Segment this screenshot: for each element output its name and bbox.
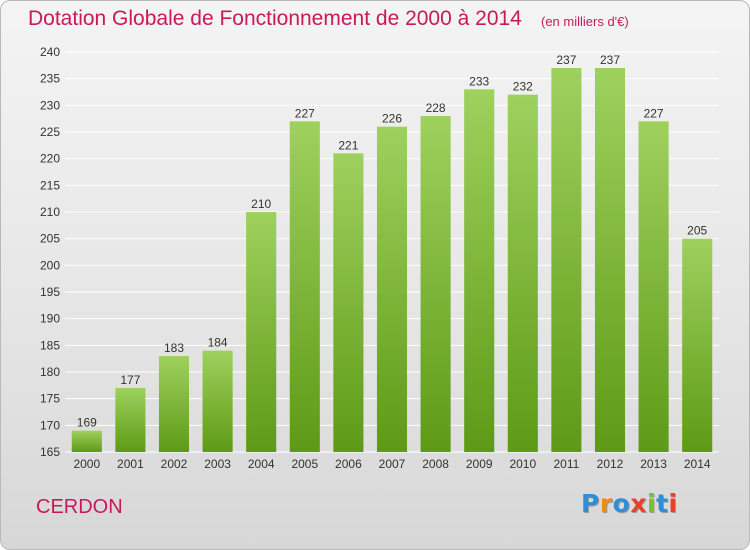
y-tick-label: 170 <box>40 418 60 432</box>
data-label: 169 <box>77 416 97 430</box>
bar-2001 <box>115 388 146 452</box>
bar-2010 <box>507 94 538 453</box>
x-tick-label: 2010 <box>509 457 536 471</box>
data-label: 226 <box>382 112 402 126</box>
x-tick-label: 2004 <box>248 457 275 471</box>
bar-2013 <box>638 121 669 452</box>
y-tick-label: 240 <box>40 45 60 59</box>
x-tick-label: 2005 <box>291 457 318 471</box>
x-tick-label: 2000 <box>73 457 100 471</box>
chart-title: Dotation Globale de Fonctionnement de 20… <box>28 7 522 30</box>
y-tick-label: 225 <box>40 125 60 139</box>
logo-letter: o <box>612 489 631 518</box>
logo-letter: i <box>647 489 657 518</box>
data-label: 205 <box>687 224 707 238</box>
chart-unit: (en milliers d'€) <box>541 14 629 29</box>
x-tick-label: 2008 <box>422 457 449 471</box>
data-labels: 169 177 183 184 210 227 221 226 228 233 232 237 237 2… <box>77 53 708 430</box>
logo-letter: r <box>599 489 613 518</box>
y-tick-label: 205 <box>40 232 60 246</box>
y-tick-label: 195 <box>40 285 60 299</box>
y-tick-label: 190 <box>40 312 60 326</box>
logo-letter: x <box>630 489 647 518</box>
data-label: 233 <box>469 74 489 88</box>
x-tick-label: 2003 <box>204 457 231 471</box>
bars <box>71 68 713 453</box>
y-tick-label: 235 <box>40 72 60 86</box>
bar-2000 <box>71 430 102 452</box>
data-label: 228 <box>426 101 446 115</box>
y-tick-label: 185 <box>40 338 60 352</box>
bar-2009 <box>464 89 495 452</box>
x-axis: 2000 2001 2002 2003 2004 2005 2006 2007 2008 2009… <box>73 457 710 471</box>
data-label: 177 <box>120 373 140 387</box>
bar-2012 <box>594 68 626 452</box>
x-tick-label: 2012 <box>597 457 624 471</box>
x-tick-label: 2014 <box>684 457 711 471</box>
x-tick-label: 2011 <box>553 457 579 471</box>
y-tick-label: 165 <box>40 445 60 459</box>
bar-2004 <box>246 212 277 452</box>
bar-2002 <box>158 356 190 452</box>
x-tick-label: 2002 <box>161 457 188 471</box>
x-tick-label: 2009 <box>466 457 493 471</box>
data-label: 227 <box>644 106 664 120</box>
logo-letter: i <box>668 489 678 518</box>
data-label: 210 <box>251 197 271 211</box>
y-tick-label: 230 <box>40 98 60 112</box>
data-label: 232 <box>513 80 533 94</box>
y-tick-label: 180 <box>40 365 60 379</box>
bar-2007 <box>376 126 408 453</box>
proxiti-logo: Proxiti <box>581 489 691 523</box>
data-label: 237 <box>600 53 620 67</box>
y-tick-label: 175 <box>40 392 60 406</box>
y-tick-label: 215 <box>40 178 60 192</box>
bar-2006 <box>333 153 364 453</box>
x-tick-label: 2013 <box>640 457 667 471</box>
data-label: 221 <box>338 138 358 152</box>
y-tick-label: 220 <box>40 152 60 166</box>
y-tick-label: 210 <box>40 205 60 219</box>
bar-2011 <box>551 68 582 452</box>
logo-letter: t <box>656 489 669 518</box>
x-tick-label: 2006 <box>335 457 362 471</box>
bar-2008 <box>420 116 451 452</box>
data-label: 227 <box>295 106 315 120</box>
commune-name: CERDON <box>36 496 123 518</box>
y-tick-label: 200 <box>40 258 60 272</box>
data-label: 183 <box>164 341 184 355</box>
bar-2003 <box>202 350 233 452</box>
x-tick-label: 2001 <box>117 457 144 471</box>
data-label: 184 <box>208 336 228 350</box>
y-axis: 165 170 175 180 185 190 195 200 205 210 215 220 225 2… <box>40 45 60 459</box>
x-tick-label: 2007 <box>379 457 406 471</box>
data-label: 237 <box>556 53 576 67</box>
bar-2005 <box>289 121 320 452</box>
logo-letter: P <box>581 489 600 518</box>
bar-2014 <box>682 238 713 452</box>
